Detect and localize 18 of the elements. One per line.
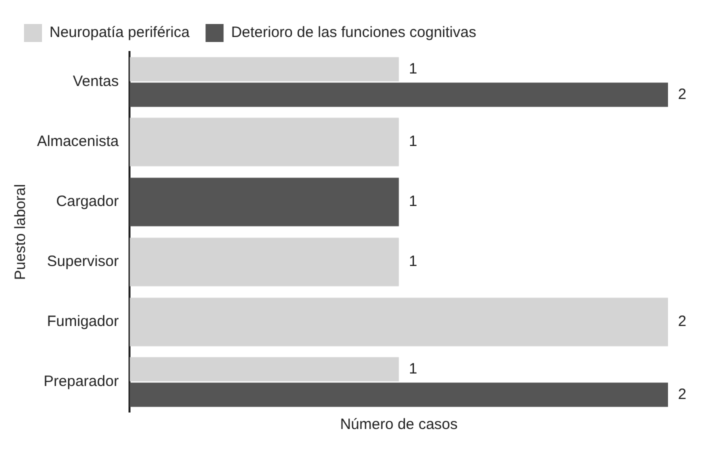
data-label: 2	[678, 386, 686, 403]
y-tick-label: Cargador	[56, 193, 119, 210]
legend-label: Deterioro de las funciones cognitivas	[231, 24, 476, 42]
data-label: 1	[408, 193, 418, 210]
legend-label: Neuropatía periférica	[50, 24, 190, 42]
data-label: 1	[408, 253, 418, 270]
data-label: 1	[408, 133, 418, 150]
y-tick-label: Preparador	[44, 373, 119, 390]
y-tick-label: Supervisor	[47, 253, 119, 270]
data-label: 1	[408, 60, 418, 78]
data-label: 2	[678, 86, 686, 103]
x-axis-title: Número de casos	[340, 416, 458, 434]
y-tick-label: Fumigador	[47, 313, 119, 330]
y-tick-label: Almacenista	[37, 133, 120, 150]
data-label: 2	[678, 313, 686, 330]
y-axis-title: Puesto laboral	[12, 184, 30, 280]
data-label: 1	[408, 360, 418, 378]
y-tick-label: Ventas	[72, 73, 119, 90]
